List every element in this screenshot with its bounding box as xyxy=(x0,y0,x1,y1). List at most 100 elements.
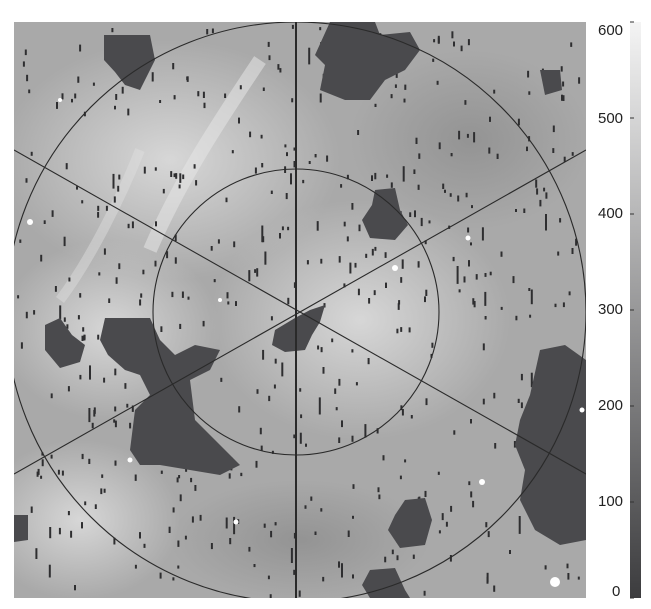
detector-mark xyxy=(453,41,455,47)
detector-mark xyxy=(274,358,277,364)
detector-mark xyxy=(240,472,243,477)
detector-mark xyxy=(494,443,497,449)
detector-mark xyxy=(562,81,565,87)
detector-mark xyxy=(261,225,264,243)
detector-mark xyxy=(184,535,187,540)
detector-mark xyxy=(404,84,407,90)
detector-mark xyxy=(210,543,213,550)
radial-line xyxy=(14,149,586,475)
detector-mark xyxy=(26,74,29,82)
detector-mark xyxy=(399,475,402,480)
detector-mark xyxy=(493,392,496,399)
detector-mark xyxy=(318,397,321,415)
detector-mark xyxy=(437,37,440,44)
detector-mark xyxy=(552,148,555,153)
detector-mark xyxy=(304,505,307,509)
detector-mark xyxy=(425,398,428,406)
speck xyxy=(579,407,585,413)
detector-mark xyxy=(305,443,307,447)
detector-mark xyxy=(66,324,69,329)
bright-filament xyxy=(55,148,145,303)
detector-mark xyxy=(293,147,296,151)
detector-mark xyxy=(100,488,103,495)
speck xyxy=(392,265,398,271)
detector-mark xyxy=(127,108,130,116)
detector-mark xyxy=(51,210,54,217)
detector-mark xyxy=(263,523,266,528)
detector-mark xyxy=(262,87,265,91)
colorbar-label: 600 xyxy=(598,22,624,39)
speck xyxy=(465,235,471,241)
detector-mark xyxy=(365,253,368,258)
detector-mark xyxy=(382,455,385,461)
detector-mark xyxy=(460,45,463,52)
bright-region xyxy=(14,440,180,598)
detector-mark xyxy=(293,282,296,288)
detector-mark xyxy=(400,405,403,411)
detector-mark xyxy=(114,460,117,466)
detector-mark xyxy=(194,485,197,491)
detector-mark xyxy=(354,262,357,268)
detector-mark xyxy=(401,409,404,416)
detector-mark xyxy=(571,248,574,254)
detector-mark xyxy=(238,117,240,124)
colorbar-label: 300 xyxy=(598,301,624,318)
speck xyxy=(127,457,133,463)
speck xyxy=(27,219,33,225)
colorbar-label: 0 xyxy=(612,583,621,600)
detector-mark xyxy=(418,153,421,159)
detector-mark xyxy=(81,522,83,529)
detector-mark xyxy=(179,494,182,502)
detector-mark xyxy=(36,471,39,477)
detector-mark xyxy=(484,273,487,277)
detector-mark xyxy=(472,298,475,305)
detector-mark xyxy=(118,263,121,270)
detector-mark xyxy=(262,349,265,360)
detector-mark xyxy=(424,296,426,303)
detector-mark xyxy=(355,382,358,386)
detector-mark xyxy=(178,475,181,479)
detector-mark xyxy=(444,189,446,193)
detector-mark xyxy=(400,277,403,283)
detector-mark xyxy=(433,39,436,43)
detector-mark xyxy=(30,151,33,156)
speck xyxy=(550,577,560,587)
detector-mark xyxy=(402,166,405,182)
detector-mark xyxy=(233,241,236,248)
detector-mark xyxy=(63,236,66,247)
detector-mark xyxy=(142,269,145,275)
detector-mark xyxy=(179,323,182,329)
detector-mark xyxy=(54,286,57,292)
detector-mark xyxy=(79,44,82,52)
detector-mark xyxy=(575,238,578,246)
detector-mark xyxy=(228,473,231,479)
detector-mark xyxy=(103,377,106,383)
detector-mark xyxy=(290,173,292,185)
detector-mark xyxy=(349,262,352,274)
detector-mark xyxy=(84,501,87,506)
detector-mark xyxy=(77,315,80,320)
detector-mark xyxy=(320,258,323,264)
detector-mark xyxy=(160,326,163,332)
detector-mark xyxy=(386,174,389,178)
detector-mark xyxy=(181,291,184,298)
detector-mark xyxy=(267,41,270,47)
detector-mark xyxy=(115,277,118,284)
detector-mark xyxy=(450,505,453,512)
detector-mark xyxy=(139,532,141,539)
detector-mark xyxy=(124,383,127,389)
detector-mark xyxy=(384,556,387,563)
detector-mark xyxy=(114,105,116,110)
detector-mark xyxy=(259,427,262,435)
detector-mark xyxy=(457,195,460,202)
detector-mark xyxy=(373,290,376,296)
detector-mark xyxy=(24,49,27,56)
detector-mark xyxy=(470,419,472,424)
detector-mark xyxy=(98,272,101,276)
detector-mark xyxy=(527,70,530,78)
detector-mark xyxy=(570,42,573,47)
detector-mark xyxy=(281,226,284,231)
detector-mark xyxy=(281,362,284,377)
detector-mark xyxy=(430,353,433,358)
